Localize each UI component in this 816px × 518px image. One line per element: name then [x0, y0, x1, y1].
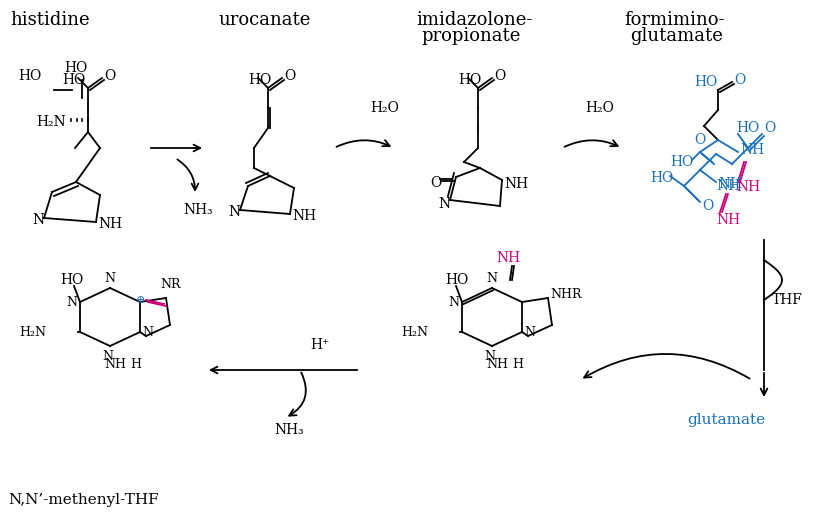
Text: HO: HO: [64, 61, 87, 75]
Text: O: O: [694, 133, 705, 147]
Text: HO: HO: [19, 69, 42, 83]
Text: NH₃: NH₃: [274, 423, 304, 437]
Text: HO: HO: [650, 171, 673, 185]
Text: H₂N: H₂N: [401, 325, 428, 338]
Text: NH₃: NH₃: [183, 203, 213, 217]
Text: NH: NH: [104, 357, 126, 370]
Text: NH: NH: [292, 209, 316, 223]
Text: N,N’-methenyl-THF: N,N’-methenyl-THF: [8, 493, 158, 507]
Text: HO: HO: [736, 121, 759, 135]
Text: N: N: [228, 205, 240, 219]
Text: NH: NH: [718, 177, 742, 191]
Text: NHR: NHR: [550, 287, 582, 300]
Text: H₂O: H₂O: [585, 101, 614, 115]
Text: NH: NH: [98, 217, 122, 231]
Text: histidine: histidine: [10, 11, 90, 29]
Text: NH: NH: [486, 357, 508, 370]
Text: ⊕: ⊕: [136, 295, 145, 305]
Text: O: O: [764, 121, 775, 135]
Text: N: N: [448, 295, 459, 309]
Text: propionate: propionate: [421, 27, 521, 45]
Text: imidazolone-: imidazolone-: [416, 11, 532, 29]
Text: O: O: [430, 176, 441, 190]
Text: H₂N: H₂N: [36, 115, 66, 129]
Text: O: O: [702, 199, 713, 213]
Text: HO: HO: [694, 75, 717, 89]
Text: H⁺: H⁺: [310, 338, 330, 352]
Text: NH: NH: [736, 180, 761, 194]
Text: H₂N: H₂N: [19, 325, 46, 338]
Text: NH: NH: [740, 143, 764, 157]
Text: THF: THF: [772, 293, 803, 307]
Text: H: H: [130, 357, 141, 370]
Text: HO: HO: [62, 73, 85, 87]
Text: H₂O: H₂O: [370, 101, 399, 115]
Text: NH: NH: [504, 177, 528, 191]
Text: urocanate: urocanate: [218, 11, 310, 29]
Text: O: O: [494, 69, 505, 83]
Text: NH: NH: [496, 251, 520, 265]
Text: HO: HO: [670, 155, 694, 169]
Text: HO: HO: [248, 73, 271, 87]
Text: N: N: [486, 271, 497, 284]
Text: O: O: [104, 69, 115, 83]
Text: N: N: [438, 197, 450, 211]
Text: glutamate: glutamate: [687, 413, 765, 427]
Text: NH: NH: [716, 213, 740, 227]
Text: NH: NH: [716, 179, 740, 193]
Text: formimino-: formimino-: [624, 11, 725, 29]
Text: N: N: [104, 271, 115, 284]
Text: N: N: [102, 350, 113, 363]
Text: HO: HO: [458, 73, 481, 87]
Text: HO: HO: [60, 273, 83, 287]
Text: O: O: [284, 69, 295, 83]
Text: NR: NR: [160, 278, 180, 291]
Text: HO: HO: [445, 273, 468, 287]
Text: H: H: [512, 357, 523, 370]
Text: N: N: [524, 325, 535, 338]
Text: O: O: [734, 73, 745, 87]
Text: N: N: [66, 295, 77, 309]
Text: N: N: [142, 325, 153, 338]
Text: glutamate: glutamate: [630, 27, 723, 45]
Text: N: N: [32, 213, 44, 227]
Text: N: N: [484, 350, 495, 363]
